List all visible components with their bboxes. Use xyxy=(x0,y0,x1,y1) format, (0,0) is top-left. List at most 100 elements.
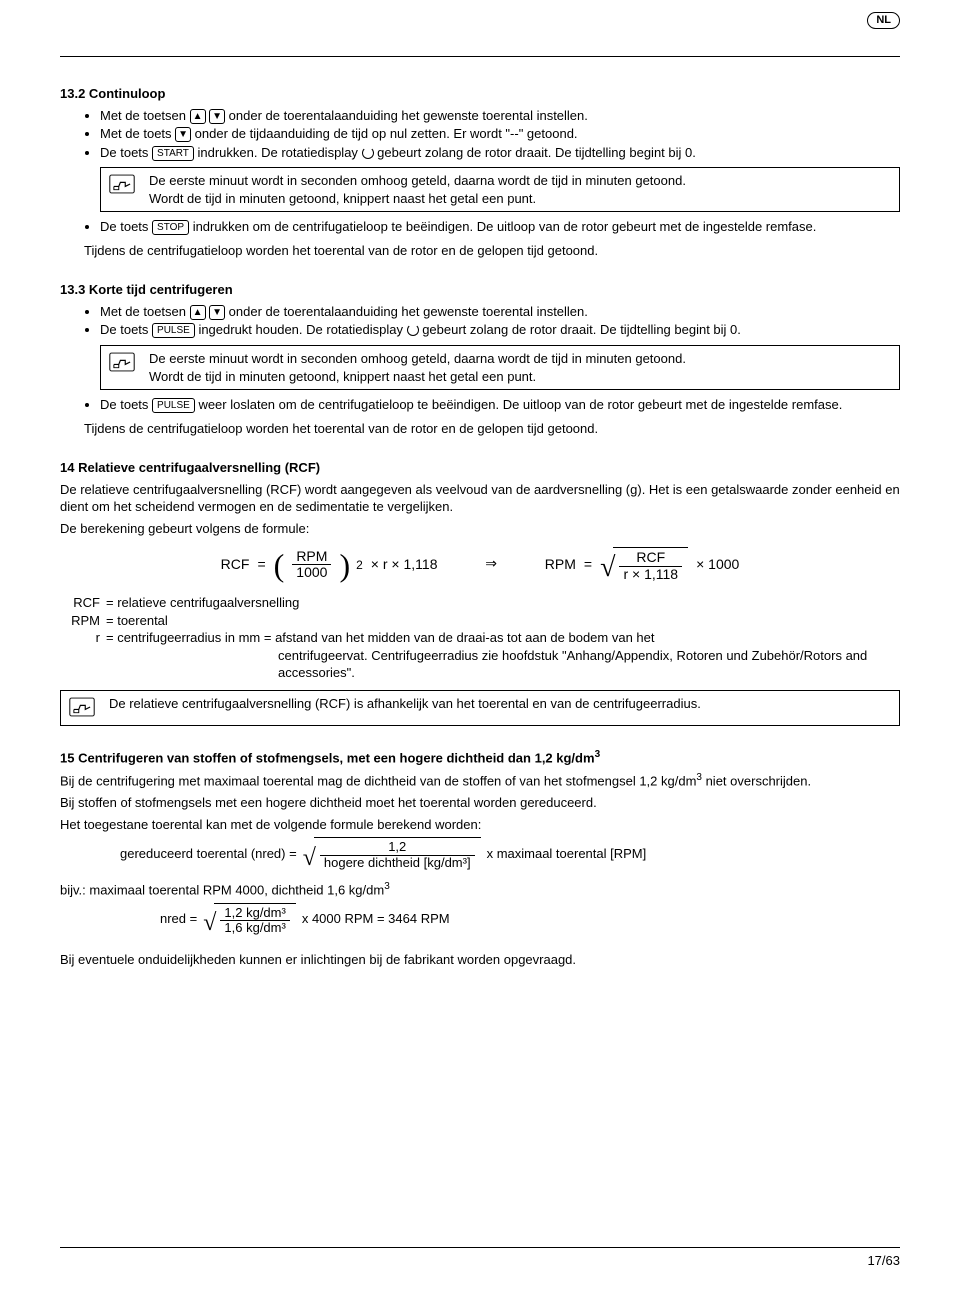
paragraph: Tijdens de centrifugatieloop worden het … xyxy=(84,420,900,438)
numerator: 1,2 xyxy=(320,840,475,855)
text: gereduceerd toerental (nred) = xyxy=(120,845,297,863)
page-number: 17/63 xyxy=(867,1253,900,1268)
top-rule xyxy=(60,56,900,57)
text: = xyxy=(584,555,592,574)
def-value: = toerental xyxy=(106,612,900,630)
def-value: centrifugeervat. Centrifugeerradius zie … xyxy=(106,647,900,682)
bullet: De toets PULSE ingedrukt houden. De rota… xyxy=(100,321,900,339)
bullet: De toets STOP indrukken om de centrifuga… xyxy=(100,218,900,236)
text: De toets xyxy=(100,322,152,337)
denominator: hogere dichtheid [kg/dm³] xyxy=(320,856,475,870)
page: NL 13.2 Continuloop Met de toetsen ▲ ▼ o… xyxy=(0,0,960,1292)
bullet: De toets PULSE weer loslaten om de centr… xyxy=(100,396,900,414)
heading-13-2: 13.2 Continuloop xyxy=(60,85,900,103)
note-box: De eerste minuut wordt in seconden omhoo… xyxy=(100,167,900,212)
heading-13-3: 13.3 Korte tijd centrifugeren xyxy=(60,281,900,299)
text: Wordt de tijd in minuten getoond, knippe… xyxy=(149,190,891,208)
sqrt: √ 1,2 hogere dichtheid [kg/dm³] xyxy=(303,837,481,870)
text: nred = xyxy=(160,910,197,928)
text: ingedrukt houden. De rotatiedisplay xyxy=(195,322,407,337)
list-13-3b: De toets PULSE weer loslaten om de centr… xyxy=(60,396,900,414)
superscript: 3 xyxy=(595,749,601,760)
def-label: RPM xyxy=(60,612,106,630)
text: 15 Centrifugeren van stoffen of stofmeng… xyxy=(60,751,595,766)
text: = centrifugeerradius in mm = afstand van… xyxy=(106,630,655,645)
paragraph: bijv.: maximaal toerental RPM 4000, dich… xyxy=(60,880,900,899)
down-key-icon: ▼ xyxy=(209,109,225,124)
text: onder de toerentalaanduiding het gewenst… xyxy=(225,304,588,319)
note-text: De eerste minuut wordt in seconden omhoo… xyxy=(149,350,891,385)
denominator: r × 1,118 xyxy=(619,567,682,582)
sqrt: √ 1,2 kg/dm³ 1,6 kg/dm³ xyxy=(203,903,296,936)
formula-nred: gereduceerd toerental (nred) = √ 1,2 hog… xyxy=(120,837,900,870)
page-footer: 17/63 xyxy=(60,1247,900,1270)
note-box: De relatieve centrifugaalversnelling (RC… xyxy=(60,690,900,727)
rotation-icon xyxy=(407,324,419,336)
heading-14: 14 Relatieve centrifugaalversnelling (RC… xyxy=(60,459,900,477)
paragraph: Bij de centrifugering met maximaal toere… xyxy=(60,771,900,790)
text: niet overschrijden. xyxy=(702,774,811,789)
fraction: RPM 1000 xyxy=(292,549,331,581)
def-label: RCF xyxy=(60,594,106,612)
text: De toets xyxy=(100,145,152,160)
exponent: 2 xyxy=(356,557,363,573)
text: weer loslaten om de centrifugatieloop te… xyxy=(195,397,843,412)
paren-icon: ( xyxy=(274,549,285,581)
paragraph: De berekening gebeurt volgens de formule… xyxy=(60,520,900,538)
list-13-2b: De toets STOP indrukken om de centrifuga… xyxy=(60,218,900,236)
text: indrukken om de centrifugatieloop te beë… xyxy=(189,219,816,234)
paragraph: De relatieve centrifugaalversnelling (RC… xyxy=(60,481,900,516)
denominator: 1000 xyxy=(292,565,331,580)
list-13-3: Met de toetsen ▲ ▼ onder de toerentalaan… xyxy=(60,303,900,339)
list-13-2: Met de toetsen ▲ ▼ onder de toerentalaan… xyxy=(60,107,900,162)
def-label: r xyxy=(60,629,106,647)
text: De eerste minuut wordt in seconden omhoo… xyxy=(149,350,891,368)
text: indrukken. De rotatiedisplay xyxy=(194,145,362,160)
formula-example: nred = √ 1,2 kg/dm³ 1,6 kg/dm³ x 4000 RP… xyxy=(160,903,900,936)
arrow-icon: ⇒ xyxy=(485,555,497,571)
sqrt: √ RCF r × 1,118 xyxy=(600,547,688,582)
text: Bij de centrifugering met maximaal toere… xyxy=(60,774,696,789)
down-key-icon: ▼ xyxy=(209,305,225,320)
start-key-icon: START xyxy=(152,146,194,161)
note-hand-icon xyxy=(109,350,137,377)
formula-rcf: RCF = ( RPM 1000 )2 × r × 1,118 ⇒ RPM = … xyxy=(60,547,900,582)
up-key-icon: ▲ xyxy=(190,109,206,124)
paragraph: Bij stoffen of stofmengsels met een hoge… xyxy=(60,794,900,812)
text: Met de toetsen xyxy=(100,108,190,123)
note-box: De eerste minuut wordt in seconden omhoo… xyxy=(100,345,900,390)
text: onder de toerentalaanduiding het gewenst… xyxy=(225,108,588,123)
fraction: 1,2 hogere dichtheid [kg/dm³] xyxy=(320,840,475,870)
note-hand-icon xyxy=(69,695,97,722)
text: De toets xyxy=(100,219,152,234)
rotation-icon xyxy=(362,147,374,159)
text: x 4000 RPM = 3464 RPM xyxy=(302,910,450,928)
text: × 1000 xyxy=(696,555,739,574)
text: De eerste minuut wordt in seconden omhoo… xyxy=(149,172,891,190)
text: gebeurt zolang de rotor draait. De tijdt… xyxy=(419,322,741,337)
bullet: Met de toets ▼ onder de tijdaanduiding d… xyxy=(100,125,900,143)
note-text: De relatieve centrifugaalversnelling (RC… xyxy=(109,695,891,713)
bullet: Met de toetsen ▲ ▼ onder de toerentalaan… xyxy=(100,107,900,125)
text: onder de tijdaanduiding de tijd op nul z… xyxy=(191,126,577,141)
paragraph: Het toegestane toerental kan met de volg… xyxy=(60,816,900,834)
text: RPM xyxy=(545,555,576,574)
paragraph: Bij eventuele onduidelijkheden kunnen er… xyxy=(60,951,900,969)
superscript: 3 xyxy=(384,881,390,892)
text: x maximaal toerental [RPM] xyxy=(487,845,647,863)
note-text: De eerste minuut wordt in seconden omhoo… xyxy=(149,172,891,207)
def-value: = relatieve centrifugaalversnelling xyxy=(106,594,900,612)
bullet: De toets START indrukken. De rotatiedisp… xyxy=(100,144,900,162)
pulse-key-icon: PULSE xyxy=(152,323,195,338)
language-tag: NL xyxy=(867,12,900,29)
pulse-key-icon: PULSE xyxy=(152,398,195,413)
definitions: RCF= relatieve centrifugaalversnelling R… xyxy=(60,594,900,682)
down-key-icon: ▼ xyxy=(175,127,191,142)
bullet: Met de toetsen ▲ ▼ onder de toerentalaan… xyxy=(100,303,900,321)
paragraph: Tijdens de centrifugatieloop worden het … xyxy=(84,242,900,260)
text: RCF xyxy=(221,555,250,574)
text: bijv.: maximaal toerental RPM 4000, dich… xyxy=(60,882,384,897)
text: = xyxy=(257,555,265,574)
denominator: 1,6 kg/dm³ xyxy=(220,921,289,935)
stop-key-icon: STOP xyxy=(152,220,189,235)
